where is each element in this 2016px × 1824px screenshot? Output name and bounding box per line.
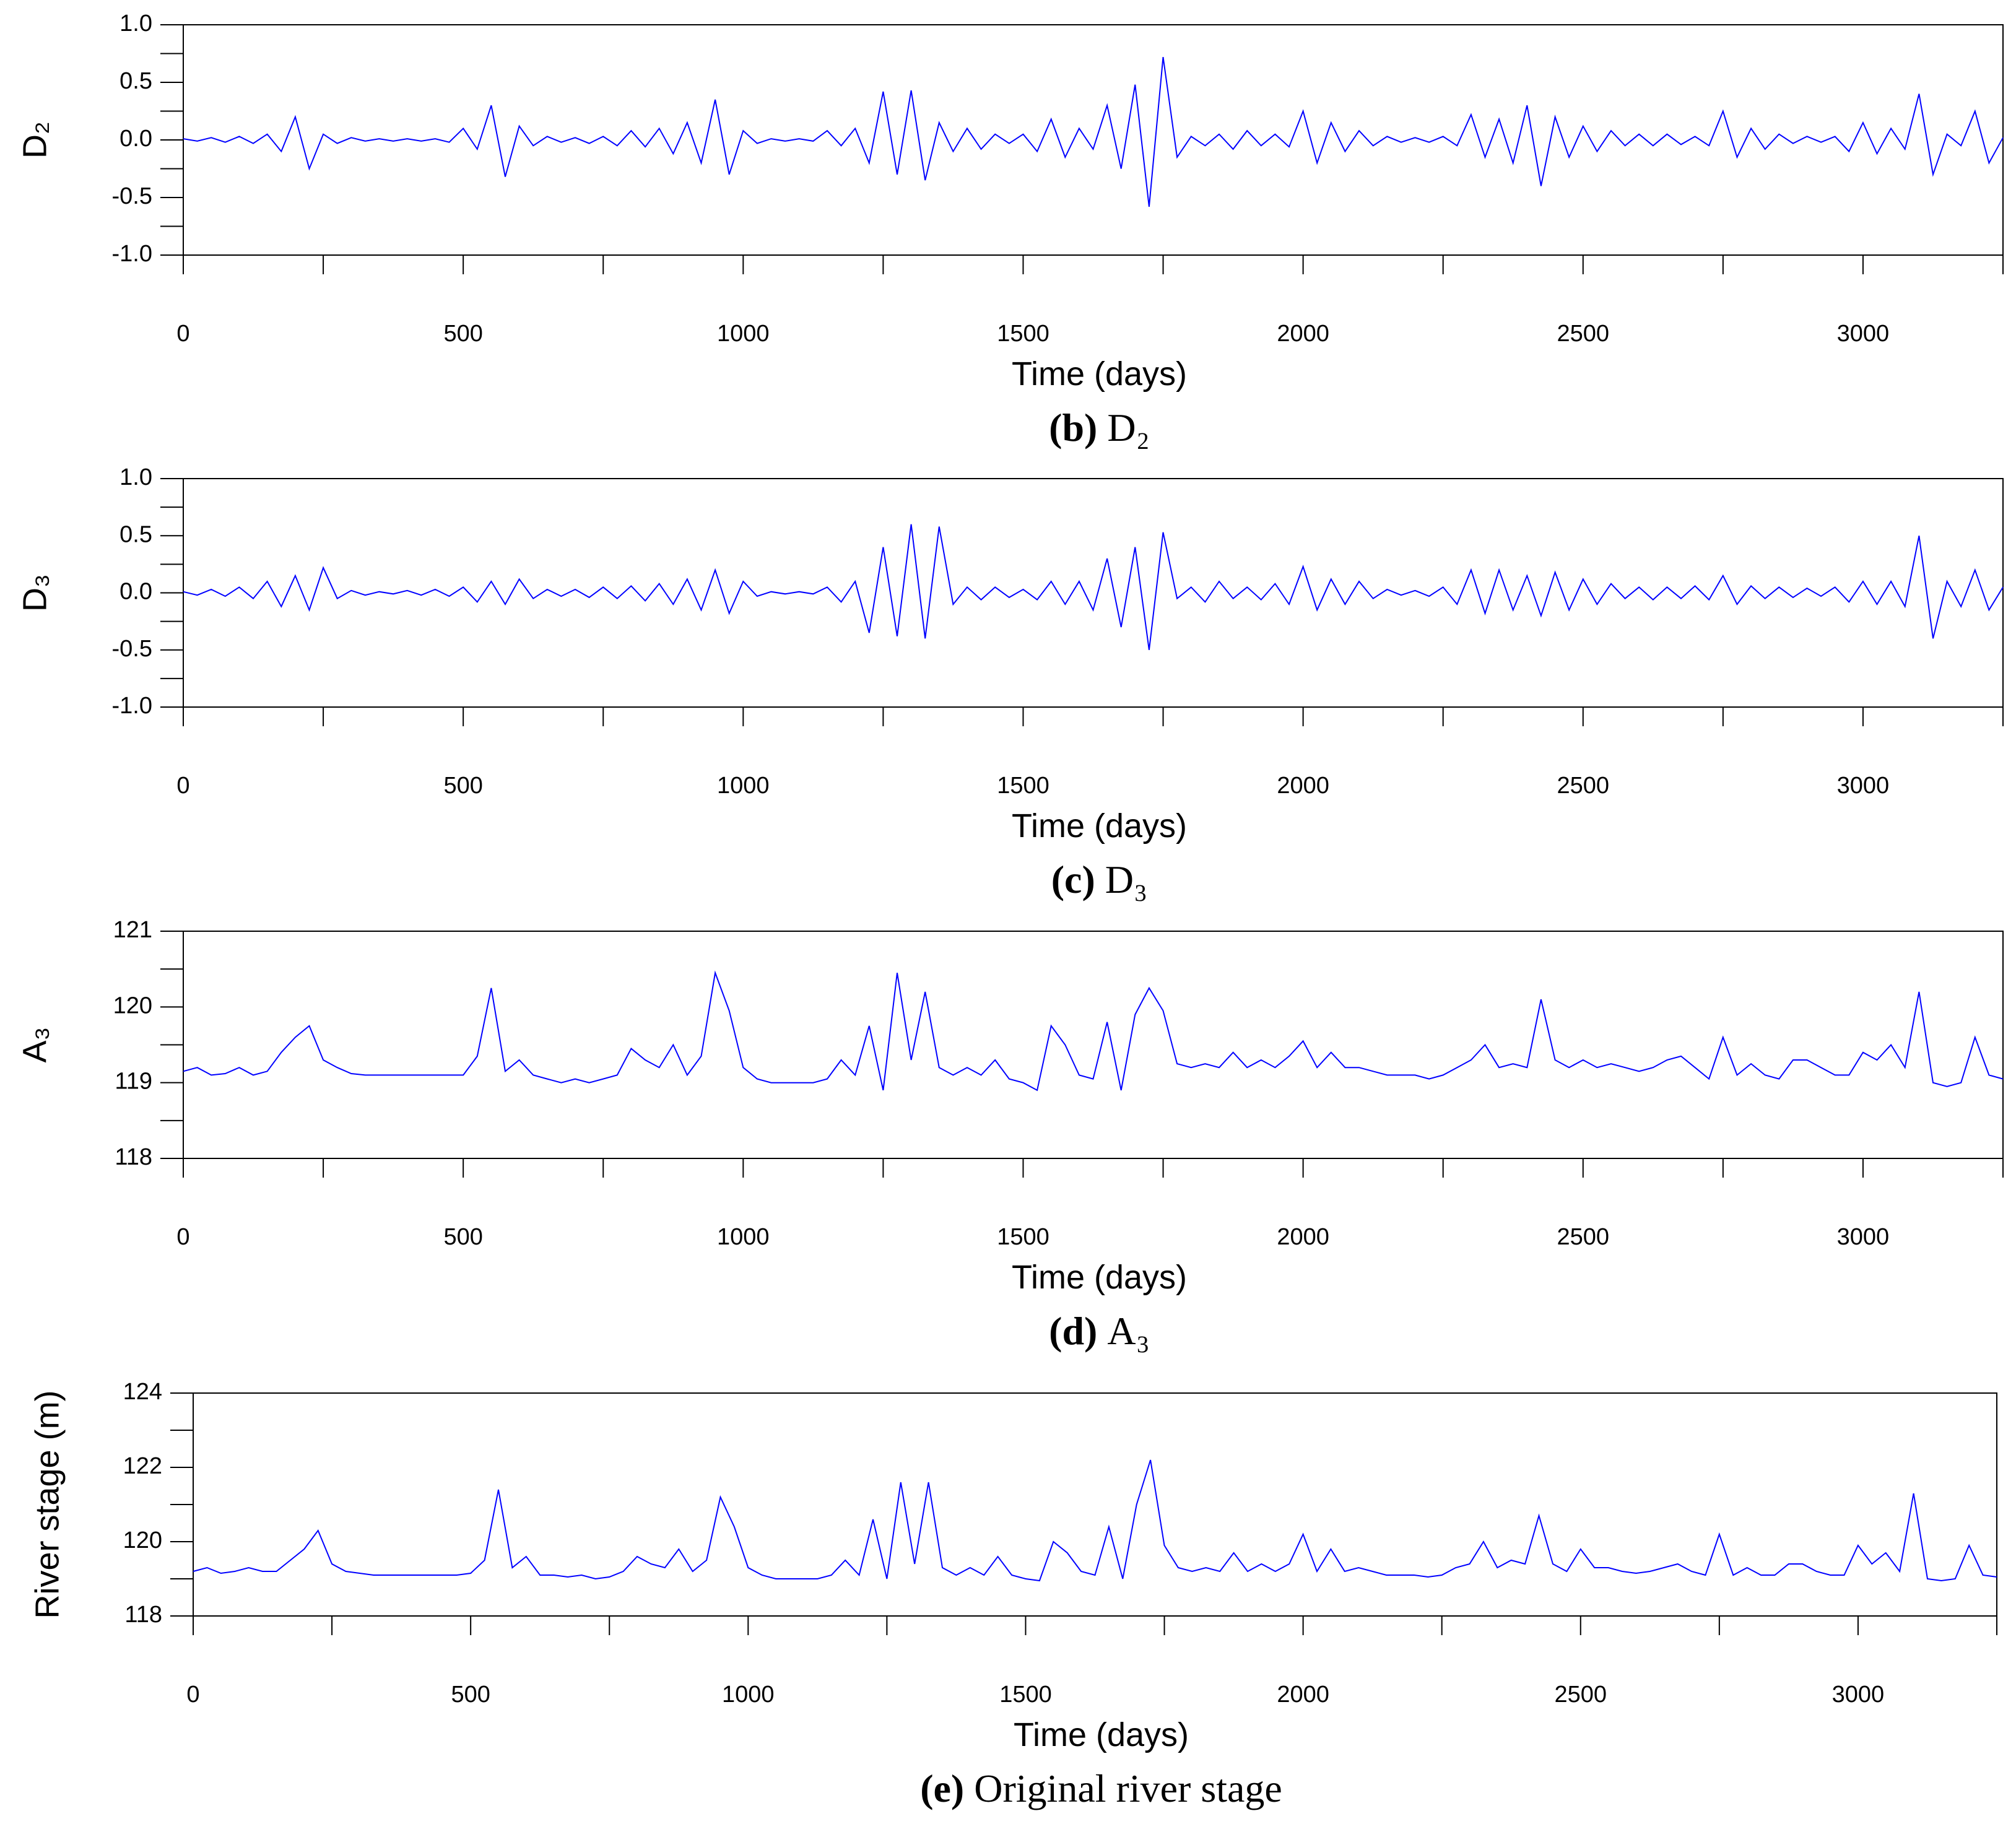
caption: (c) D₃ [1051, 858, 1148, 901]
panel: 118 120 122 124 0 500 1000 1500 2000 2500 3000 Rive… [28, 1379, 1997, 1810]
x-tick-label: 500 [443, 321, 482, 347]
x-tick-label: 1000 [717, 1224, 770, 1250]
caption: (d) A₃ [1049, 1309, 1150, 1353]
x-tick-label: 0 [186, 1682, 199, 1708]
x-tick-label: 2500 [1557, 773, 1609, 799]
x-tick-label: 1000 [717, 321, 770, 347]
x-tick-label: 1500 [997, 773, 1049, 799]
y-tick-label: 122 [123, 1453, 162, 1479]
y-axis-label: A₃ [16, 1027, 53, 1062]
y-tick-label: 121 [113, 917, 152, 943]
caption-label: (b) [1049, 406, 1097, 449]
x-tick-label: 3000 [1837, 1224, 1890, 1250]
y-tick-label: -0.5 [112, 636, 152, 662]
y-tick-label: 0.0 [119, 126, 152, 152]
y-tick-label: 124 [123, 1379, 162, 1405]
x-tick-label: 500 [451, 1682, 490, 1708]
x-tick-label: 1500 [997, 321, 1049, 347]
x-tick-label: 500 [443, 1224, 482, 1250]
x-tick-label: 1000 [722, 1682, 775, 1708]
series-line [183, 970, 2004, 1092]
x-tick-label: 3000 [1837, 773, 1890, 799]
y-tick-label: 119 [115, 1069, 152, 1095]
x-tick-label: 0 [176, 321, 189, 347]
y-tick-label: 1.0 [119, 11, 152, 37]
y-axis-label: D₂ [16, 121, 53, 159]
y-tick-label: 0.5 [119, 68, 152, 94]
x-axis-label: Time (days) [1012, 355, 1187, 393]
caption-label: (c) [1051, 858, 1095, 901]
x-tick-label: 0 [176, 1224, 189, 1250]
y-tick-label: 0.5 [119, 521, 152, 547]
x-tick-label: 500 [443, 773, 482, 799]
x-tick-label: 2500 [1554, 1682, 1607, 1708]
x-tick-label: 2500 [1557, 1224, 1609, 1250]
x-tick-label: 2000 [1277, 1224, 1329, 1250]
y-axis-label: River stage (m) [28, 1390, 66, 1618]
x-tick-label: 1500 [997, 1224, 1049, 1250]
x-tick-label: 1000 [717, 773, 770, 799]
y-tick-label: 118 [115, 1144, 152, 1170]
series-line [193, 1459, 1997, 1582]
y-tick-label: 118 [124, 1602, 162, 1628]
x-tick-label: 1500 [999, 1682, 1052, 1708]
x-axis-label: Time (days) [1014, 1716, 1189, 1753]
x-tick-label: 2000 [1277, 321, 1329, 347]
plot-frame [183, 478, 2004, 708]
x-tick-label: 2000 [1277, 1682, 1329, 1708]
caption: (e) Original river stage [920, 1766, 1282, 1810]
caption-text: A₃ [1107, 1309, 1150, 1353]
plot-frame [193, 1392, 1997, 1617]
plot-frame [183, 24, 2004, 256]
caption-label: (e) [920, 1766, 964, 1810]
caption-label: (d) [1049, 1309, 1097, 1353]
series-line [183, 524, 2004, 650]
x-tick-label: 2000 [1277, 773, 1329, 799]
x-tick-label: 3000 [1832, 1682, 1885, 1708]
panel: -1.0 -0.5 0.0 0.5 1.0 0 500 1000 1500 2000 2500 300… [16, 11, 2004, 449]
x-tick-label: 3000 [1837, 321, 1890, 347]
plot-frame [183, 931, 2004, 1159]
x-axis-label: Time (days) [1012, 807, 1187, 845]
y-tick-label: 1.0 [119, 464, 152, 490]
y-tick-label: 0.0 [119, 579, 152, 605]
y-tick-label: 120 [113, 992, 152, 1018]
panel: 118 119 120 121 0 500 1000 1500 2000 2500 3000 A₃ Ti… [16, 917, 2004, 1353]
series-line [183, 56, 2004, 207]
x-tick-label: 2500 [1557, 321, 1609, 347]
caption-text: D₃ [1105, 858, 1148, 901]
x-tick-label: 0 [176, 773, 189, 799]
caption: (b) D₂ [1049, 406, 1150, 449]
y-tick-label: -0.5 [112, 183, 152, 209]
panel: -1.0 -0.5 0.0 0.5 1.0 0 500 1000 1500 2000 2500 300… [16, 464, 2004, 901]
caption-text: D₂ [1107, 406, 1150, 449]
caption-text: Original river stage [974, 1766, 1282, 1810]
y-tick-label: -1.0 [112, 693, 152, 719]
y-tick-label: 120 [123, 1527, 162, 1553]
x-axis-label: Time (days) [1012, 1259, 1187, 1296]
y-tick-label: -1.0 [112, 241, 152, 267]
y-axis-label: D₃ [16, 574, 53, 612]
